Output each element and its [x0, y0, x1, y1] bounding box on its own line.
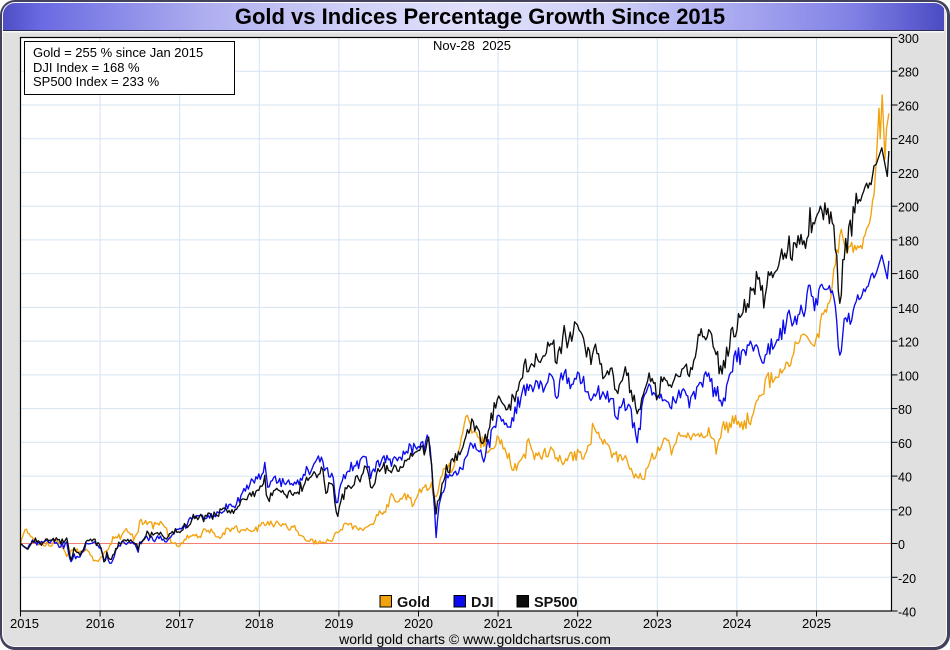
svg-text:world gold charts © www.goldch: world gold charts © www.goldchartsrus.co… [338, 631, 611, 647]
svg-text:80: 80 [898, 403, 912, 417]
svg-text:300: 300 [898, 32, 919, 46]
svg-text:0: 0 [898, 538, 905, 552]
svg-text:160: 160 [898, 268, 919, 282]
svg-text:Gold: Gold [397, 595, 430, 611]
svg-text:DJI: DJI [471, 595, 494, 611]
svg-text:200: 200 [898, 201, 919, 215]
svg-text:180: 180 [898, 234, 919, 248]
svg-text:240: 240 [898, 133, 919, 147]
svg-text:220: 220 [898, 167, 919, 181]
svg-text:2024: 2024 [722, 616, 751, 631]
svg-text:2015: 2015 [10, 616, 39, 631]
svg-text:2018: 2018 [245, 616, 274, 631]
svg-text:100: 100 [898, 369, 919, 383]
svg-text:40: 40 [898, 471, 912, 485]
svg-text:280: 280 [898, 66, 919, 80]
svg-text:140: 140 [898, 302, 919, 316]
svg-text:-20: -20 [898, 572, 916, 586]
svg-text:2023: 2023 [643, 616, 672, 631]
svg-text:60: 60 [898, 437, 912, 451]
svg-text:2022: 2022 [563, 616, 592, 631]
svg-text:2017: 2017 [165, 616, 194, 631]
svg-text:2016: 2016 [86, 616, 115, 631]
svg-text:20: 20 [898, 504, 912, 518]
svg-text:-40: -40 [898, 606, 916, 620]
svg-text:2020: 2020 [404, 616, 433, 631]
svg-text:2021: 2021 [484, 616, 513, 631]
svg-text:120: 120 [898, 336, 919, 350]
svg-text:SP500: SP500 [534, 595, 578, 611]
svg-text:2025: 2025 [802, 616, 831, 631]
svg-text:260: 260 [898, 100, 919, 114]
svg-text:2019: 2019 [324, 616, 353, 631]
